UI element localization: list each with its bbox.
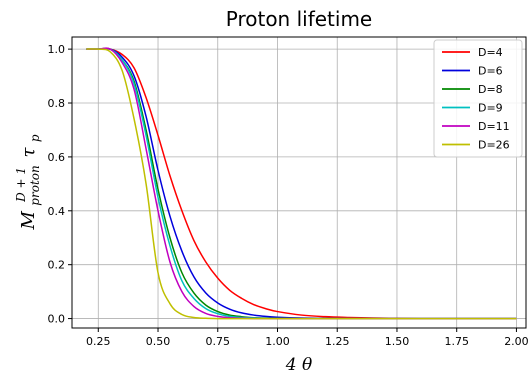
- legend-label-d-6: D=6: [478, 65, 503, 78]
- x-tick-label-7: 2.00: [504, 335, 528, 348]
- chart-title: Proton lifetime: [226, 7, 372, 31]
- y-tick-label-3: 0.6: [48, 151, 66, 164]
- legend: D=4 D=6 D=8 D=9 D=11 D=26: [433, 39, 523, 158]
- svg-text:M proton D + 1: M proton D + 1 τ p: [10, 134, 44, 230]
- legend-box: [433, 39, 523, 158]
- legend-label-d-26: D=26: [478, 139, 510, 152]
- series-lines: [86, 47, 517, 320]
- legend-label-d-11: D=11: [478, 120, 510, 133]
- x-tick-label-0: 0.25: [86, 335, 111, 348]
- x-tick-label-3: 1.00: [265, 335, 290, 348]
- y-label-tau-subscript: p: [28, 134, 42, 142]
- x-axis-label: 4 θ: [285, 355, 312, 375]
- legend-label-d-8: D=8: [478, 83, 503, 96]
- y-label-base: M: [18, 211, 39, 231]
- x-tick-label-2: 0.75: [206, 335, 231, 348]
- y-ticks: 0.0 0.2 0.4 0.6 0.8 1.0: [48, 43, 72, 326]
- x-ticks: 0.25 0.50 0.75 1.00 1.25 1.50 1.75 2.00: [86, 328, 528, 348]
- legend-label-d-9: D=9: [478, 102, 503, 115]
- x-tick-label-1: 0.50: [146, 335, 171, 348]
- y-label-subscript: proton: [28, 165, 42, 205]
- legend-label-d-4: D=4: [478, 46, 503, 59]
- y-tick-label-2: 0.4: [48, 205, 66, 218]
- plot-frame: [71, 36, 527, 329]
- y-tick-label-5: 1.0: [48, 43, 66, 56]
- x-tick-label-4: 1.25: [325, 335, 350, 348]
- y-label-superscript: D + 1: [14, 167, 28, 203]
- x-tick-label-6: 1.75: [444, 335, 469, 348]
- y-axis-label: M proton D + 1 τ p: [10, 134, 44, 230]
- y-label-tau: τ: [18, 147, 39, 158]
- series-line-d-26: [86, 48, 517, 320]
- y-tick-label-1: 0.2: [48, 259, 66, 272]
- y-tick-label-4: 0.8: [48, 97, 66, 110]
- x-tick-label-5: 1.50: [385, 335, 410, 348]
- y-tick-label-0: 0.0: [48, 313, 66, 326]
